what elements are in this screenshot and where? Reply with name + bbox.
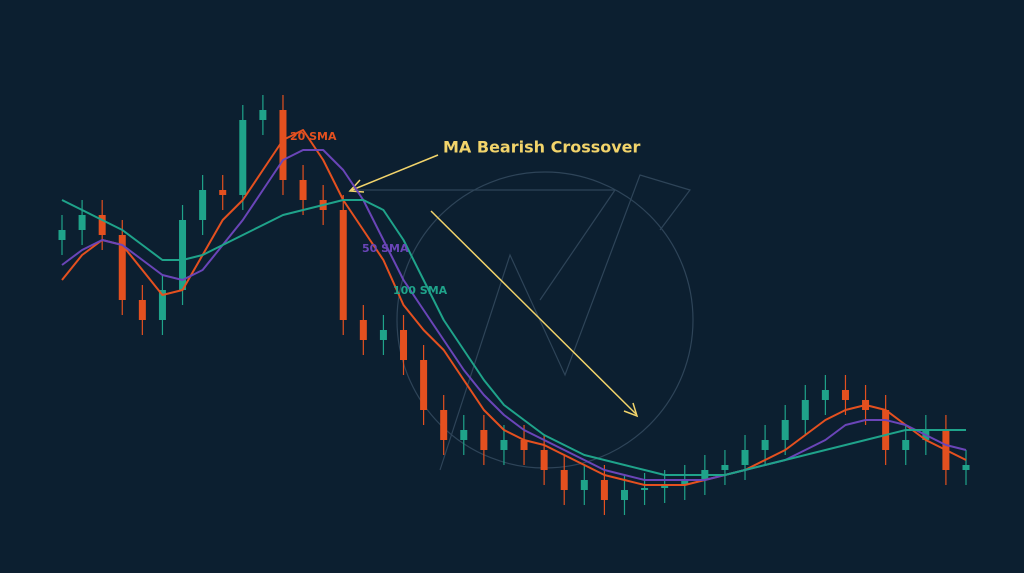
candle-body bbox=[962, 465, 970, 470]
arrow-head bbox=[623, 402, 639, 418]
candle-body bbox=[781, 420, 789, 440]
candle-body bbox=[98, 215, 106, 235]
candle-body bbox=[138, 300, 146, 320]
candle-body bbox=[259, 110, 267, 120]
candle-body bbox=[58, 230, 66, 240]
candle-body bbox=[600, 480, 608, 500]
series-label: 50 SMA bbox=[362, 242, 409, 255]
trend-arrow bbox=[430, 210, 637, 415]
annotation-text: MA Bearish Crossover bbox=[443, 138, 641, 157]
candle-body bbox=[78, 215, 86, 230]
arrow-head bbox=[348, 179, 365, 193]
candle-body bbox=[339, 210, 347, 320]
annotation: MA Bearish Crossover bbox=[348, 138, 641, 418]
candle-body bbox=[460, 430, 468, 440]
candle-body bbox=[641, 488, 649, 490]
candle-body bbox=[480, 430, 488, 450]
candle-body bbox=[279, 110, 287, 180]
candle-body bbox=[902, 440, 910, 450]
candle-body bbox=[118, 235, 126, 300]
annotation-arrow bbox=[351, 154, 439, 191]
candle-body bbox=[841, 390, 849, 400]
candle-body bbox=[560, 470, 568, 490]
ma-line bbox=[61, 129, 967, 486]
candle-body bbox=[580, 480, 588, 490]
candle-body bbox=[882, 410, 890, 450]
candle-body bbox=[379, 330, 387, 340]
candle-body bbox=[158, 290, 166, 320]
series-label: 100 SMA bbox=[393, 284, 448, 297]
candle-body bbox=[620, 490, 628, 500]
candle-body bbox=[520, 440, 528, 450]
candle-body bbox=[179, 220, 187, 290]
candle-body bbox=[500, 440, 508, 450]
candle-body bbox=[761, 440, 769, 450]
candle-body bbox=[721, 465, 729, 470]
candle-body bbox=[359, 320, 367, 340]
candle-body bbox=[661, 485, 669, 488]
plot bbox=[58, 95, 970, 515]
ma-line bbox=[61, 199, 966, 476]
candle-body bbox=[239, 120, 247, 195]
candle-body bbox=[741, 450, 749, 465]
candle-body bbox=[540, 450, 548, 470]
candle-body bbox=[219, 190, 227, 195]
candle-body bbox=[420, 360, 428, 410]
series-label: 20 SMA bbox=[290, 130, 337, 143]
candle-body bbox=[681, 480, 689, 485]
candle-body bbox=[821, 390, 829, 400]
candle-body bbox=[801, 400, 809, 420]
candle-body bbox=[400, 330, 408, 360]
ma-line bbox=[61, 149, 967, 481]
candle-body bbox=[299, 180, 307, 200]
candle-body bbox=[440, 410, 448, 440]
candle-body bbox=[199, 190, 207, 220]
